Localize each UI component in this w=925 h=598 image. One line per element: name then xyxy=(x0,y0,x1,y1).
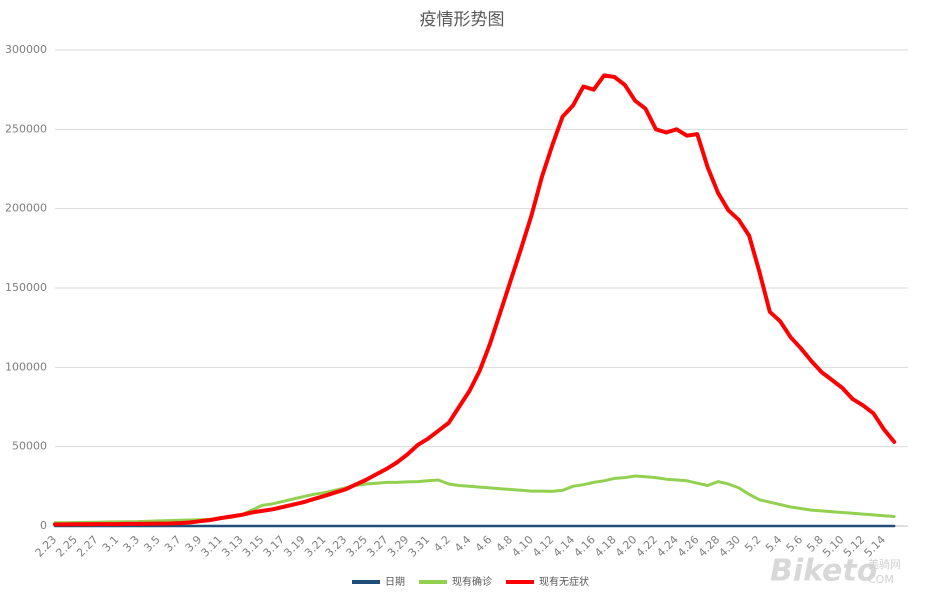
y-tick-label: 300000 xyxy=(5,43,47,56)
y-tick-label: 250000 xyxy=(5,122,47,135)
y-tick-label: 50000 xyxy=(12,440,47,453)
series-line xyxy=(53,73,897,527)
watermark: 美骑网 xyxy=(868,558,901,571)
chart-title: 疫情形势图 xyxy=(420,10,505,30)
legend-label: 现有无症状 xyxy=(539,575,589,588)
y-tick-label: 200000 xyxy=(5,202,47,215)
y-tick-label: 150000 xyxy=(5,281,47,294)
legend-label: 现有确诊 xyxy=(452,575,492,588)
watermark: COM xyxy=(868,573,894,586)
y-tick-label: 100000 xyxy=(5,360,47,373)
legend-label: 日期 xyxy=(385,576,405,588)
watermark: Biketo xyxy=(770,554,877,589)
y-tick-label: 0 xyxy=(40,519,47,532)
